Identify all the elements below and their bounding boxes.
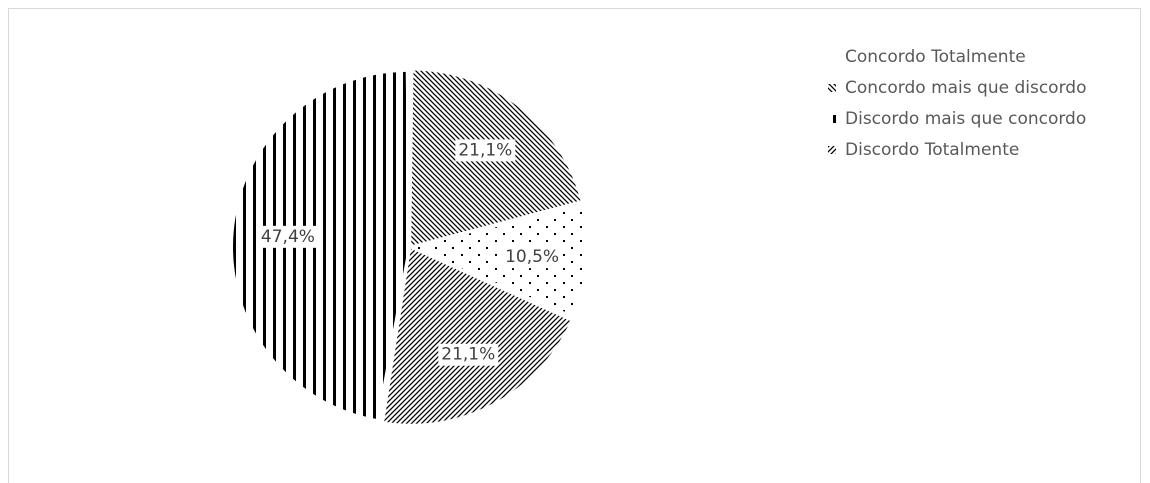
data-label-1: 21,1%: [458, 140, 512, 160]
pie-slice-2: [411, 206, 587, 316]
legend-swatch-3: [828, 115, 836, 123]
pie-slice-4: [233, 71, 409, 420]
data-label-4: 47,4%: [261, 227, 315, 247]
legend-swatch-2: [828, 84, 836, 92]
data-label-bg: [455, 139, 516, 162]
legend-swatch-4: [828, 146, 836, 154]
data-label-3: 21,1%: [441, 345, 495, 365]
legend-label-2: Concordo mais que discordo: [845, 78, 1086, 98]
legend-label-4: Discordo Totalmente: [845, 140, 1019, 160]
data-label-bg: [502, 246, 563, 269]
data-label-bg: [438, 343, 499, 366]
legend-label-1: Concordo Totalmente: [845, 47, 1026, 67]
legend: Concordo Totalmente Concordo mais que dis…: [828, 47, 1086, 160]
data-label-2: 10,5%: [505, 247, 559, 267]
data-label-bg: [257, 225, 318, 248]
legend-label-3: Discordo mais que concordo: [845, 109, 1086, 129]
pie-slice-3: [384, 248, 571, 424]
